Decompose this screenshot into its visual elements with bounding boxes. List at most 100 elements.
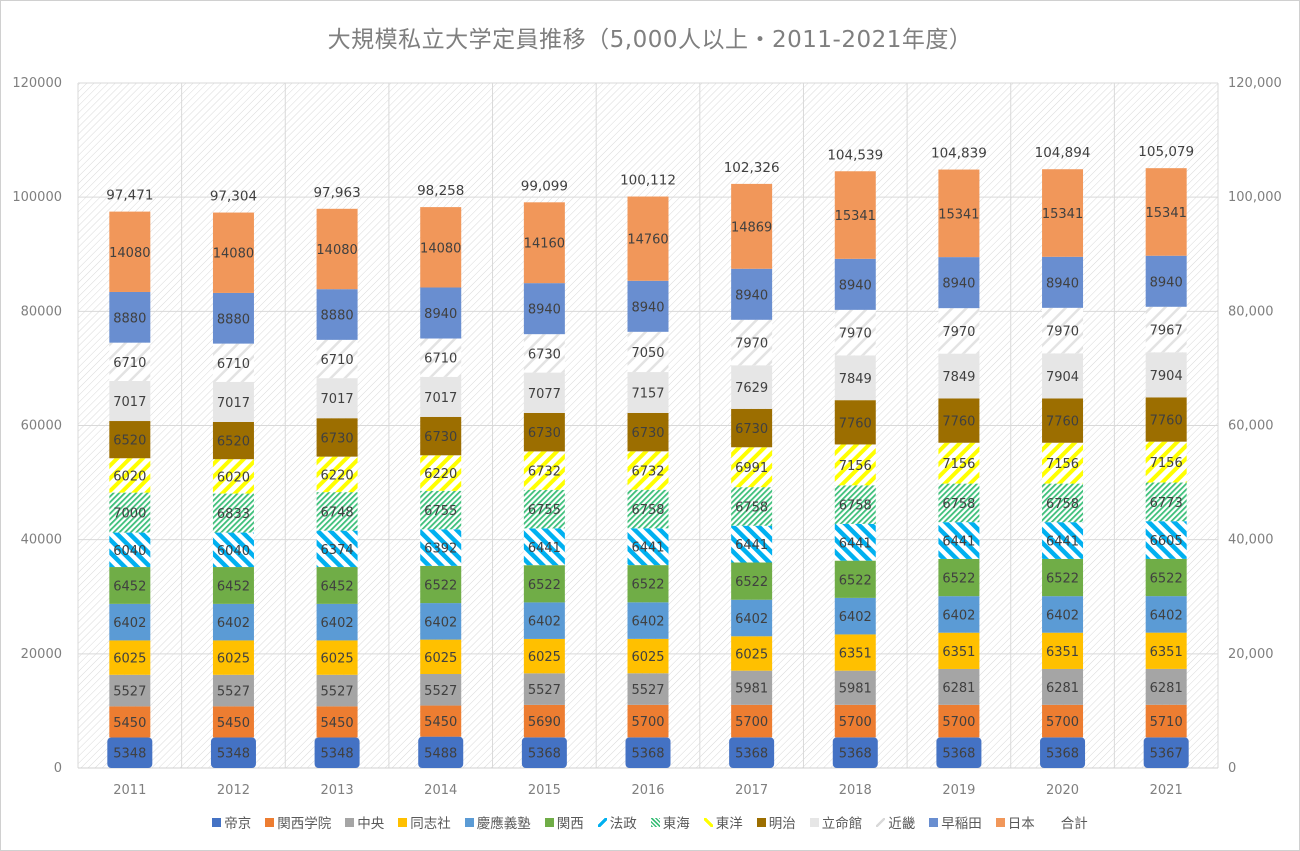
bar-segment	[420, 705, 462, 737]
y-tick-right: 20,000	[1228, 647, 1274, 662]
bar-segment	[834, 355, 876, 401]
legend-label: 関西	[556, 816, 584, 832]
bar-segment	[834, 704, 876, 738]
bar-segment	[627, 489, 669, 529]
bar-segment	[316, 339, 358, 379]
data-label: 14080	[316, 243, 357, 258]
data-label: 6441	[942, 535, 975, 550]
data-label: 6374	[321, 543, 354, 558]
x-tick-label: 2017	[735, 783, 768, 798]
bar-segment	[627, 704, 669, 738]
data-label: 5527	[321, 685, 354, 700]
bar-segment	[1042, 398, 1084, 443]
bar-segment	[109, 458, 151, 493]
data-label: 7760	[1150, 414, 1183, 429]
data-label: 6520	[113, 434, 146, 449]
data-label: 7156	[1046, 457, 1079, 472]
bar-segment	[212, 674, 254, 707]
bar-segment	[316, 289, 358, 340]
data-label: 6040	[217, 544, 250, 559]
data-label: 14869	[731, 220, 772, 235]
data-label: 6732	[631, 465, 664, 480]
data-label: 6755	[528, 503, 561, 518]
bar-stack-2016: 5368 5700 5527 6025 6402 6522 6441 6758 6732 6730…	[620, 173, 676, 768]
bar-stack-2020: 5368 5700 6281 6351 6402 6522 6441 6758 7156 7760…	[1035, 145, 1090, 768]
legend-item: 日本	[995, 812, 1035, 832]
bar-segment	[420, 338, 462, 377]
bar-segment	[627, 412, 669, 452]
data-label: 7000	[113, 507, 146, 522]
bar-segment	[938, 398, 980, 443]
x-tick-label: 2011	[113, 783, 146, 798]
bar-segment	[938, 522, 980, 559]
data-label: 8940	[1150, 275, 1183, 290]
bar-segment	[523, 565, 565, 603]
data-label: 6402	[321, 616, 354, 631]
data-label: 6281	[1150, 681, 1183, 696]
bar-segment	[938, 632, 980, 669]
bar-segment	[1042, 668, 1084, 705]
data-label: 7967	[1150, 324, 1183, 339]
legend-item: 東洋	[703, 812, 743, 832]
bar-segment	[212, 532, 254, 568]
bar-segment	[212, 459, 254, 494]
data-label: 6452	[321, 579, 354, 594]
bar-segment	[107, 737, 153, 768]
chart-title: 大規模私立大学定員推移（5,000人以上・2011-2021年度）	[327, 27, 973, 53]
legend-item: 帝京	[212, 812, 251, 832]
data-label: 6220	[321, 468, 354, 483]
total-label: 104,539	[827, 147, 883, 163]
bar-segment	[938, 257, 980, 309]
data-label: 6758	[942, 497, 975, 512]
bar-segment	[109, 492, 151, 533]
bar-segment	[1145, 168, 1187, 256]
bar-segment	[1145, 306, 1187, 353]
bar-segment	[938, 169, 980, 258]
bar-segment	[731, 447, 773, 488]
data-label: 6732	[528, 465, 561, 480]
legend: 帝京 関西学院 中央 同志社 慶應義塾 関西 法政 東海 東洋 明治 立命館 近畿 早稲田 日本 合計	[0, 812, 1300, 832]
bar-segment	[316, 418, 358, 457]
y-tick-left: 40000	[21, 533, 62, 548]
data-label: 6522	[528, 578, 561, 593]
bar-segment	[523, 602, 565, 639]
bar-segment	[938, 308, 980, 354]
bar-segment	[420, 529, 462, 566]
data-label: 6710	[113, 356, 146, 371]
bar-segment	[731, 319, 773, 366]
legend-swatch-icon	[544, 817, 554, 827]
x-tick-label: 2019	[942, 783, 975, 798]
data-label: 15341	[938, 207, 979, 222]
data-label: 7156	[839, 459, 872, 474]
bar-segment	[731, 365, 773, 409]
bar-segment	[316, 603, 358, 641]
bar-segment	[1042, 483, 1084, 523]
bar-segment	[523, 283, 565, 335]
bar-stack-2019: 5368 5700 6281 6351 6402 6522 6441 6758 7156 7760…	[931, 146, 987, 768]
bar-segment	[1042, 256, 1084, 308]
data-label: 6748	[321, 505, 354, 520]
bar-segment	[316, 492, 358, 531]
bar-segment	[314, 737, 360, 768]
bar-segment	[834, 670, 876, 705]
x-tick-label: 2013	[321, 783, 354, 798]
data-label: 8880	[217, 312, 250, 327]
bar-segment	[731, 670, 773, 705]
data-label: 6522	[631, 578, 664, 593]
data-label: 5527	[631, 683, 664, 698]
legend-swatch-icon	[995, 817, 1005, 827]
legend-label: 早稲田	[941, 816, 982, 832]
bar-segment	[834, 258, 876, 310]
data-label: 8940	[942, 277, 975, 292]
bar-segment	[523, 202, 565, 284]
data-label: 6755	[424, 504, 457, 519]
data-label: 7970	[1046, 325, 1079, 340]
bar-segment	[1145, 632, 1187, 669]
legend-label: 法政	[609, 816, 637, 832]
data-label: 5700	[1046, 715, 1079, 730]
data-label: 6220	[424, 467, 457, 482]
bar-segment	[212, 706, 254, 738]
y-tick-left: 60000	[21, 419, 62, 434]
data-label: 14160	[524, 237, 565, 252]
